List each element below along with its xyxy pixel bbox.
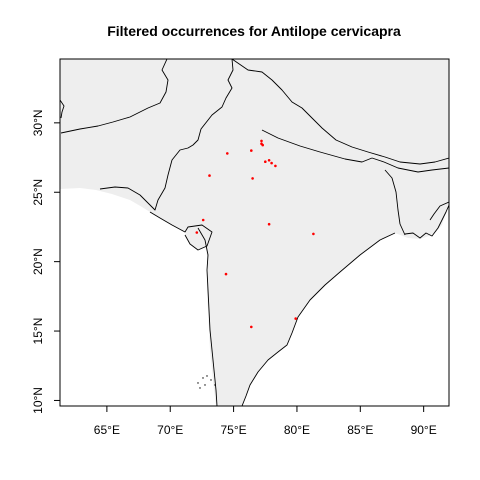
coast-kutch-kathiawar [149,211,213,251]
occurrence-point-6 [264,160,267,163]
island-7 [199,387,201,389]
island-6 [214,384,216,386]
border-bhutan [371,157,449,173]
occurrence-point-17 [294,317,298,320]
border-afghanistan-pakistan [60,59,169,134]
border-china-nepal [231,59,449,165]
x-tick-label: 70°E [157,423,183,437]
x-tick-label: 85°E [347,423,373,437]
land-peninsula [185,225,212,250]
occurrence-points [195,139,315,329]
x-tick-label: 65°E [94,423,120,437]
x-tick-label: 80°E [284,423,310,437]
border-bangladesh [384,169,406,236]
y-tick-label: 15°N [31,318,45,345]
island-5 [204,384,206,386]
occurrence-point-5 [226,152,229,155]
y-tick-label: 10°N [31,387,45,414]
land-mainland [60,59,449,406]
x-tick-label: 75°E [221,423,247,437]
border-iran-afghanistan [60,99,65,119]
occurrence-point-16 [224,272,228,276]
lakshadweep-islands [197,375,216,389]
occurrence-point-14 [195,231,199,234]
island-4 [210,379,212,381]
border-myanmar [429,201,449,221]
island-3 [206,375,208,377]
occurrence-point-9 [274,164,277,168]
occurrence-point-18 [250,325,253,329]
land-area [60,59,449,406]
plot-frame [59,58,450,407]
island-1 [197,382,199,384]
x-axis: 65°E 70°E 75°E 80°E 85°E 90°E [94,406,437,437]
map-title: Filtered occurrences for Antilope cervic… [107,23,401,39]
country-borders [60,59,449,406]
island-2 [202,377,204,379]
occurrence-point-13 [267,222,271,226]
occurrence-point-12 [201,218,205,222]
y-tick-label: 25°N [31,179,45,206]
occurrence-point-11 [251,177,254,180]
coast-east-peninsula [241,232,396,406]
y-tick-label: 30°N [31,109,45,136]
coast-west-peninsula [197,227,218,406]
occurrence-point-15 [312,232,315,236]
y-axis: 10°N 15°N 20°N 25°N 30°N [31,109,60,414]
border-india-pakistan [99,59,234,211]
coast-bengal-delta [404,204,449,239]
occurrence-point-7 [267,159,271,162]
y-tick-label: 20°N [31,248,45,275]
occurrence-point-8 [270,161,273,165]
x-tick-label: 90°E [411,423,437,437]
border-nepal-india [261,129,373,163]
occurrence-point-1 [260,139,263,143]
occurrence-point-4 [250,149,253,152]
occurrence-point-3 [261,143,265,147]
occurrence-point-10 [208,174,211,177]
